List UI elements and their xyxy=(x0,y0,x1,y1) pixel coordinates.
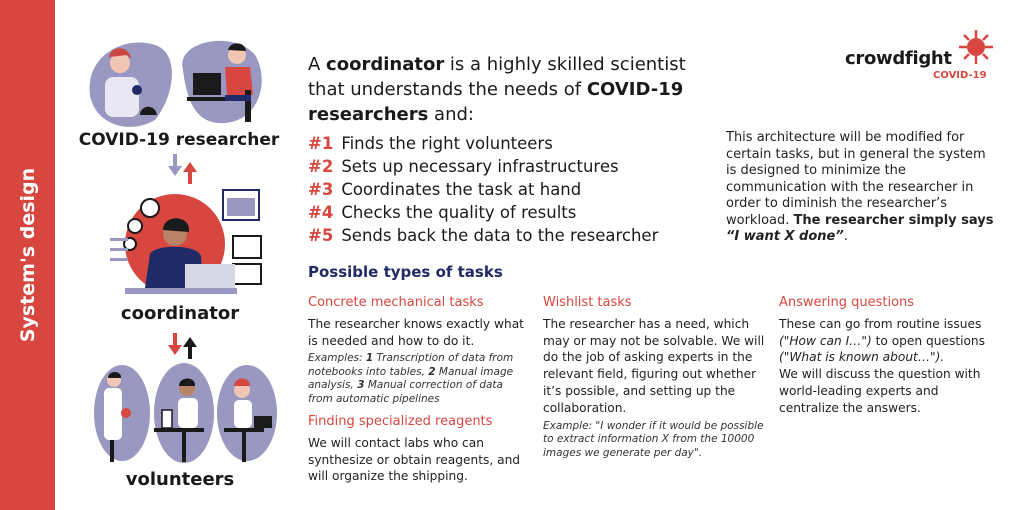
role-volunteers: volunteers xyxy=(125,469,235,490)
volunteers-illustration xyxy=(94,363,277,463)
wishlist-body: The researcher has a need, which may or … xyxy=(543,316,765,415)
architecture-note: This architecture will be modified for c… xyxy=(726,130,994,244)
wishlist-example: Example: "I wonder if it would be possib… xyxy=(543,419,764,459)
sidebar-title: System's design xyxy=(17,167,39,343)
down-arrow-icon xyxy=(168,333,182,355)
concrete-tasks-examples: Examples: 1 Transcription of data from n… xyxy=(308,352,514,405)
wishlist-column: Wishlist tasks The researcher has a need… xyxy=(543,295,765,460)
questions-body: These can go from routine issues ("How c… xyxy=(779,316,986,415)
virus-icon xyxy=(959,30,993,64)
list-item: #2 Sets up necessary infrastructures xyxy=(308,157,619,176)
concrete-tasks-column: Concrete mechanical tasks The researcher… xyxy=(308,295,530,406)
concrete-tasks-body: The researcher knows exactly what is nee… xyxy=(308,316,524,348)
researcher-illustration xyxy=(89,40,262,127)
role-coordinator: coordinator xyxy=(120,303,240,324)
intro-text: A coordinator is a highly skilled scient… xyxy=(308,54,686,125)
logo-subtitle: COVID-19 xyxy=(933,70,987,81)
up-arrow-icon xyxy=(183,337,197,359)
list-item: #4 Checks the quality of results xyxy=(308,203,577,222)
coordinator-illustration xyxy=(110,189,262,294)
up-arrow-icon xyxy=(183,162,197,184)
list-item: #1 Finds the right volunteers xyxy=(308,134,553,153)
wishlist-heading: Wishlist tasks xyxy=(543,295,632,310)
steps-list: #1 Finds the right volunteers #2 Sets up n… xyxy=(308,132,708,247)
concrete-tasks-heading: Concrete mechanical tasks xyxy=(308,295,484,310)
reagents-column: Finding specialized reagents We will con… xyxy=(308,414,530,485)
tasks-title: Possible types of tasks xyxy=(308,263,503,281)
reagents-heading: Finding specialized reagents xyxy=(308,414,493,429)
list-item: #3 Coordinates the task at hand xyxy=(308,180,582,199)
list-item: #5 Sends back the data to the researcher xyxy=(308,226,659,245)
logo-name: crowdfight xyxy=(845,48,952,69)
reagents-body: We will contact labs who can synthesize … xyxy=(308,435,521,484)
crowdfight-logo: crowdfight COVID-19 xyxy=(845,28,995,88)
questions-column: Answering questions These can go from ro… xyxy=(779,295,994,417)
down-arrow-icon xyxy=(168,154,182,176)
role-researcher: COVID-19 researcher xyxy=(78,130,280,150)
questions-heading: Answering questions xyxy=(779,295,915,310)
sidebar: System's design xyxy=(0,0,55,510)
